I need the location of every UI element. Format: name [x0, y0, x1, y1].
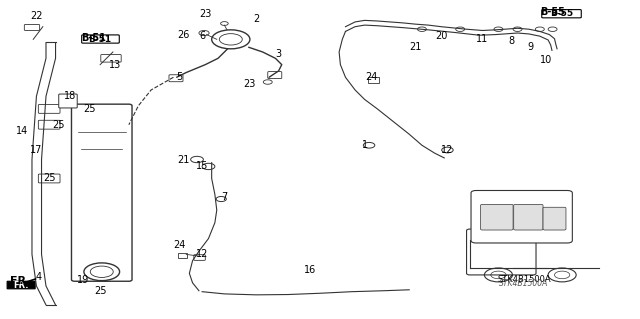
Text: 16: 16	[304, 265, 317, 275]
Text: 25: 25	[94, 286, 106, 296]
Text: 24: 24	[173, 240, 186, 250]
FancyBboxPatch shape	[194, 255, 205, 260]
Text: 23: 23	[199, 9, 211, 19]
Text: 11: 11	[476, 34, 488, 44]
FancyBboxPatch shape	[59, 94, 77, 108]
FancyBboxPatch shape	[268, 71, 282, 78]
FancyBboxPatch shape	[169, 75, 183, 82]
FancyBboxPatch shape	[100, 55, 121, 62]
Text: 21: 21	[177, 154, 189, 165]
Text: 12: 12	[441, 145, 454, 155]
Text: 24: 24	[365, 72, 377, 82]
Text: STK4B1500A: STK4B1500A	[497, 275, 551, 284]
FancyBboxPatch shape	[543, 207, 566, 230]
FancyBboxPatch shape	[72, 104, 132, 281]
FancyBboxPatch shape	[368, 77, 380, 83]
Text: B-51: B-51	[88, 34, 112, 43]
FancyBboxPatch shape	[178, 253, 187, 258]
FancyBboxPatch shape	[38, 105, 60, 113]
Text: 20: 20	[435, 31, 447, 41]
Text: 7: 7	[221, 192, 228, 203]
Text: 14: 14	[16, 126, 29, 136]
FancyBboxPatch shape	[38, 174, 60, 183]
Text: 6: 6	[199, 31, 205, 41]
FancyBboxPatch shape	[541, 10, 581, 18]
Text: 2: 2	[253, 14, 259, 24]
FancyBboxPatch shape	[467, 229, 536, 275]
Text: 26: 26	[177, 30, 189, 40]
Text: B-51: B-51	[81, 33, 106, 43]
Text: FR.: FR.	[10, 276, 31, 286]
Text: 10: 10	[540, 55, 552, 65]
Text: 5: 5	[177, 72, 183, 82]
Text: B-55: B-55	[540, 7, 565, 18]
Text: 25: 25	[52, 120, 65, 130]
FancyBboxPatch shape	[24, 25, 40, 31]
Text: 18: 18	[64, 91, 76, 101]
Text: FR.: FR.	[13, 280, 29, 290]
FancyBboxPatch shape	[38, 120, 60, 129]
Text: 9: 9	[527, 42, 533, 52]
Text: 12: 12	[196, 249, 208, 259]
Text: 22: 22	[30, 11, 43, 21]
Text: 25: 25	[43, 174, 56, 183]
Text: 19: 19	[77, 275, 89, 285]
FancyBboxPatch shape	[471, 190, 572, 243]
FancyBboxPatch shape	[481, 204, 513, 230]
Text: 15: 15	[196, 161, 208, 171]
Text: 25: 25	[83, 104, 95, 114]
Text: 21: 21	[410, 42, 422, 52]
Text: 8: 8	[508, 36, 514, 46]
Text: B-55: B-55	[550, 9, 573, 18]
FancyBboxPatch shape	[514, 204, 543, 230]
Text: 13: 13	[109, 60, 121, 70]
Text: 17: 17	[30, 145, 43, 155]
Text: 23: 23	[244, 78, 256, 89]
Text: 1: 1	[362, 140, 367, 150]
FancyBboxPatch shape	[82, 35, 119, 43]
FancyBboxPatch shape	[7, 281, 35, 289]
Text: 3: 3	[275, 48, 282, 59]
Text: 4: 4	[35, 271, 42, 281]
Text: STK4B1500A: STK4B1500A	[499, 279, 548, 288]
